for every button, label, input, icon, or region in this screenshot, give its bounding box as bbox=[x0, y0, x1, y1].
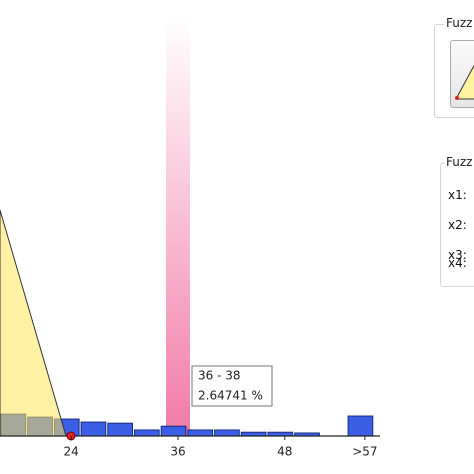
x-tick-label: 48 bbox=[277, 445, 292, 459]
x-tick-label: 24 bbox=[64, 445, 79, 459]
field-label: x2: bbox=[448, 218, 467, 232]
x-tick-label: 36 bbox=[170, 445, 185, 459]
x-tick-label: >57 bbox=[352, 445, 377, 459]
field-label: x3: bbox=[448, 248, 467, 262]
field-label: x4: bbox=[448, 256, 467, 270]
tooltip-value: 2.64741 % bbox=[198, 389, 263, 403]
bar bbox=[214, 429, 240, 437]
bar bbox=[80, 421, 107, 437]
group-title: Fuzz bbox=[444, 16, 474, 30]
group-title: Fuzz bbox=[444, 155, 474, 169]
chart: 36 - 38 2.64741 % 24 36 48 >57 bbox=[0, 18, 380, 459]
bar bbox=[160, 425, 187, 437]
tooltip-range: 36 - 38 bbox=[198, 369, 241, 383]
bar bbox=[187, 429, 214, 437]
bar bbox=[347, 415, 374, 437]
bar bbox=[107, 422, 133, 437]
membership-function bbox=[0, 209, 67, 437]
tooltip-box bbox=[191, 365, 273, 407]
shape-button[interactable] bbox=[450, 40, 474, 108]
bar bbox=[133, 429, 160, 437]
highlight-column bbox=[166, 18, 190, 436]
field-label: x1: bbox=[448, 188, 467, 202]
tooltip: 36 - 38 2.64741 % bbox=[191, 365, 273, 407]
shape-icon bbox=[455, 64, 474, 100]
